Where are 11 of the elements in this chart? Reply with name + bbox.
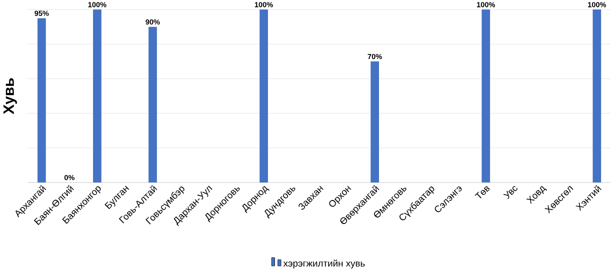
legend-label: хэрэгжилтийн хувь bbox=[283, 259, 365, 268]
bar bbox=[93, 9, 102, 182]
x-tick-label: Төв bbox=[474, 186, 490, 198]
bar bbox=[482, 9, 490, 182]
y-axis-title: Хувь bbox=[3, 78, 17, 114]
bar bbox=[260, 9, 268, 182]
x-tick-label: Увс bbox=[503, 186, 518, 199]
bar bbox=[370, 61, 379, 182]
bar bbox=[38, 18, 46, 182]
bar bbox=[148, 26, 157, 182]
bar bbox=[592, 9, 602, 182]
